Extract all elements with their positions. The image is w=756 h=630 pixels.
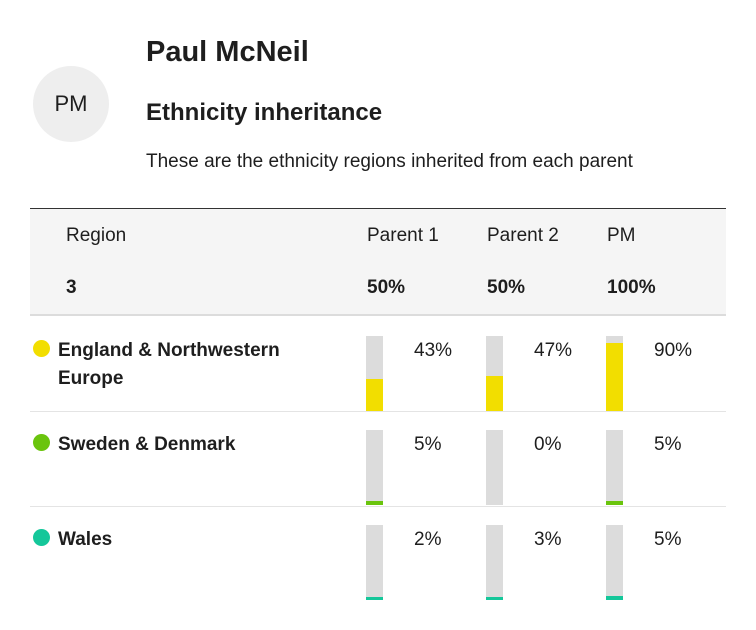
parent1-percent: 43% [414,340,453,361]
row-divider [30,506,726,507]
row-divider [30,411,726,412]
self-bar-fill [606,343,623,411]
table-header-rule [30,314,726,316]
region-color-dot [33,340,50,357]
region-count: 3 [66,277,77,298]
parent2-bar-fill [486,376,503,411]
parent2-bar [486,430,503,505]
self-bar-fill [606,596,623,600]
avatar-initials: PM [54,91,88,116]
self-percent: 90% [654,340,693,361]
self-percent: 5% [654,434,682,455]
parent1-total: 50% [367,277,406,298]
parent1-bar [366,336,383,411]
parent1-bar [366,525,383,600]
column-header-parent2: Parent 2 [487,225,559,246]
parent1-bar [366,430,383,505]
region-label: England & Northwestern Europe [58,340,280,389]
parent2-percent: 0% [534,434,562,455]
parent2-total: 50% [487,277,526,298]
parent1-bar-fill [366,501,383,505]
page-subtitle: Ethnicity inheritance [146,99,383,126]
avatar: PM [33,66,109,142]
column-header-region: Region [66,225,127,246]
region-label: Sweden & Denmark [58,434,236,455]
region-color-dot [33,529,50,546]
table-top-rule [30,208,726,209]
column-header-parent1: Parent 1 [367,225,439,246]
person-name: Paul McNeil [146,36,309,68]
self-bar [606,336,623,411]
table-header [30,209,726,314]
page-description: These are the ethnicity regions inherite… [146,151,633,172]
parent1-bar-fill [366,597,383,600]
parent1-bar-fill [366,379,383,411]
parent2-bar [486,336,503,411]
column-header-self: PM [607,225,636,246]
parent1-percent: 5% [414,434,442,455]
parent2-percent: 3% [534,529,562,550]
self-percent: 5% [654,529,682,550]
self-bar [606,525,623,600]
region-color-dot [33,434,50,451]
self-bar [606,430,623,505]
parent2-bar [486,525,503,600]
parent2-percent: 47% [534,340,573,361]
self-total: 100% [607,277,656,298]
parent2-bar-fill [486,597,503,600]
self-bar-fill [606,501,623,505]
parent1-percent: 2% [414,529,442,550]
region-label: Wales [58,529,113,550]
